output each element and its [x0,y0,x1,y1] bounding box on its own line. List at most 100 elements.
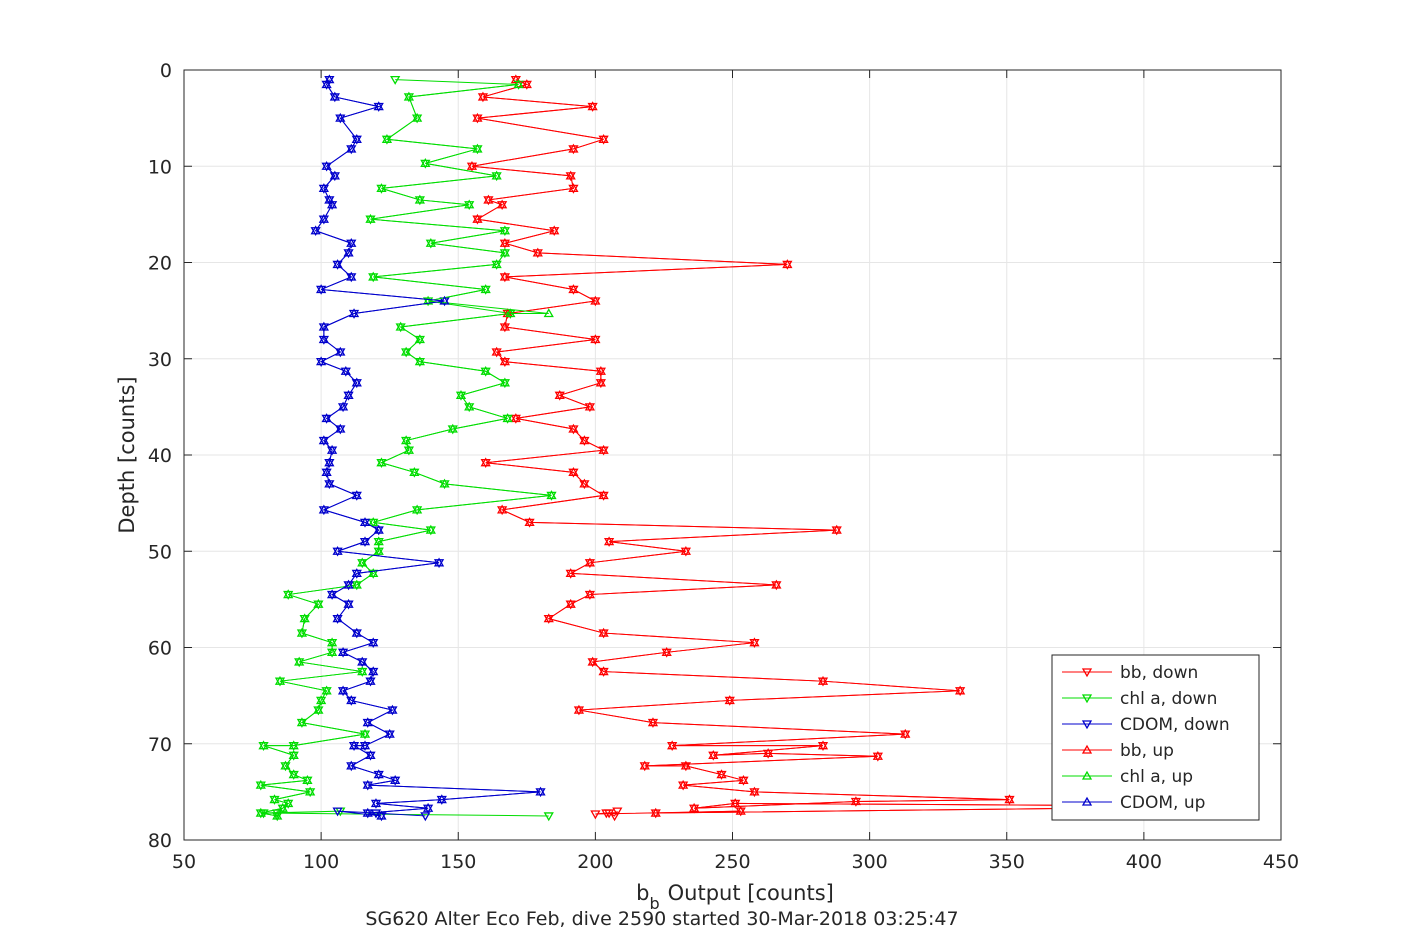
data-point [532,247,543,257]
data-point [255,779,266,789]
data-point [381,133,393,143]
data-point [472,112,483,122]
data-point [296,717,308,727]
data-point [831,524,842,534]
series-1 [255,75,557,822]
series-5 [310,74,546,820]
legend: bb, down chl a, down CDOM, down bb, up chl a… [1051,654,1260,821]
data-point [384,728,395,738]
data-point [332,807,343,817]
data-point [359,740,371,750]
data-point [318,183,329,193]
data-point [817,740,829,750]
data-point [373,769,384,779]
data-point [587,101,598,111]
data-point [401,435,412,445]
y-tick-label: 20 [148,253,172,275]
data-point [351,579,362,589]
data-point [510,74,521,84]
data-point [288,769,299,779]
data-point [373,536,384,546]
data-point [329,91,340,101]
data-point [598,133,609,143]
data-point [362,717,373,727]
data-point [368,666,379,676]
data-point [579,435,590,445]
data-point [513,79,524,89]
data-point [318,321,329,331]
series-line [314,79,541,817]
data-point [326,647,338,656]
data-point [343,579,354,589]
series-line [471,79,1249,814]
data-point [609,812,620,822]
axis-ticks: 50 100 150 200 250 300 350 400 450 0 10 20 30 40 50 60 7… [148,60,1299,873]
data-point [491,259,502,269]
data-point [255,807,266,817]
data-point [565,598,576,608]
data-point [565,170,576,180]
data-point [362,807,373,817]
data-point [332,545,343,555]
data-point [370,798,382,808]
data-point [414,334,425,344]
data-point [362,779,373,789]
legend-entry-label: CDOM, down [1120,715,1230,735]
data-point [277,802,288,812]
legend-entry-label: chl a, down [1120,689,1217,709]
data-point [730,798,741,808]
data-point [587,656,598,666]
data-point [680,545,691,555]
data-point [335,112,346,122]
data-point [280,760,291,770]
data-point [403,444,415,454]
series-line [260,83,552,817]
data-point [316,695,327,705]
data-point [318,504,329,514]
data-point [376,457,387,467]
data-point [763,748,774,758]
legend-entry-label: chl a, up [1120,767,1193,787]
data-point [480,365,491,375]
y-tick-label: 40 [148,445,172,467]
data-point [425,237,436,247]
data-point [491,346,502,356]
data-point [771,579,782,589]
data-point [499,321,510,331]
data-point [505,308,516,318]
data-point [368,517,379,527]
data-point [411,112,423,122]
legend-entry-label: CDOM, up [1120,793,1205,813]
data-point [316,284,327,294]
data-point [357,666,368,676]
data-point [326,637,338,647]
x-tick-label: 250 [714,851,750,873]
data-point [598,627,609,637]
data-point [411,504,423,514]
data-point [321,79,332,89]
data-point [348,740,360,750]
x-tick-label: 50 [172,851,196,873]
data-point [337,647,349,656]
data-point [639,760,650,770]
data-point [749,786,760,796]
data-point [351,627,362,637]
data-point [403,91,415,101]
data-point [365,675,376,685]
data-point [483,194,494,204]
data-point [316,356,327,366]
data-point [872,750,883,760]
data-point [477,91,489,101]
data-point [370,809,382,819]
x-tick-label: 100 [303,851,339,873]
data-point [420,158,431,168]
data-point [326,444,338,454]
data-point [351,490,362,500]
data-point [724,695,735,705]
data-point [376,183,387,193]
data-point [480,457,491,467]
data-point [688,802,700,812]
data-point [497,504,508,514]
data-point [359,536,371,546]
data-point [296,627,308,637]
